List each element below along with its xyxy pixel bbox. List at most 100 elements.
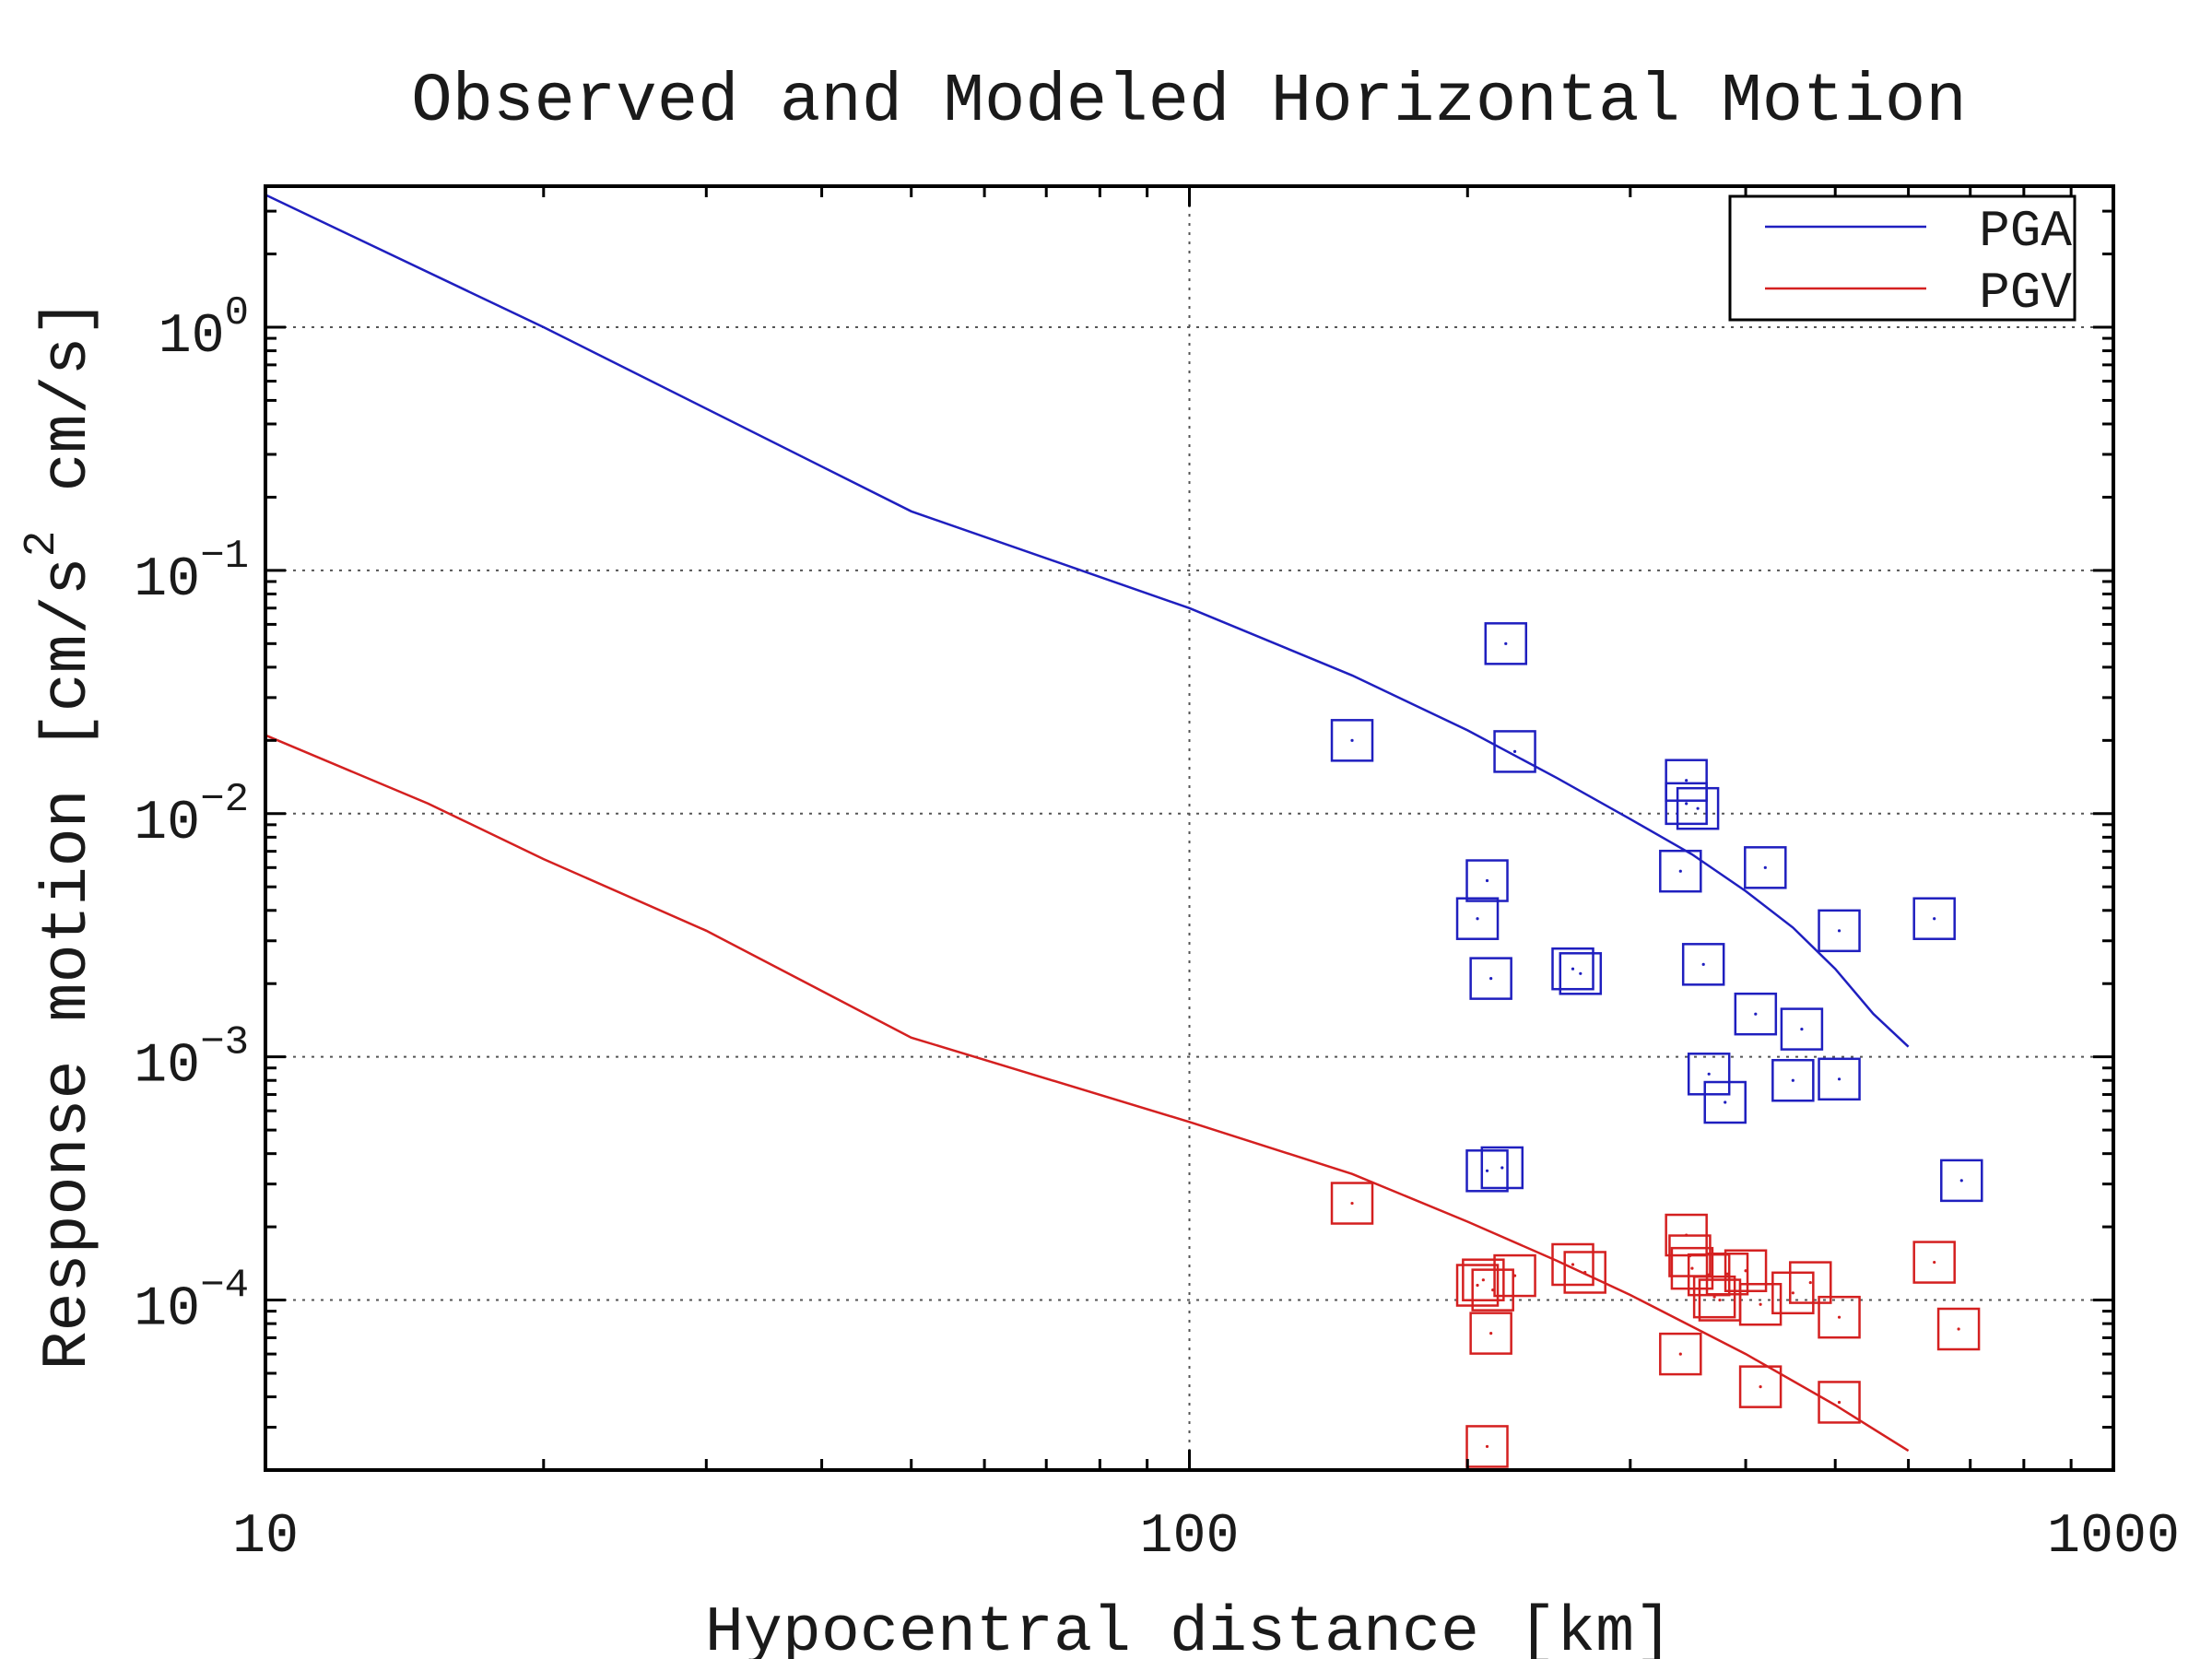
pga-observed-point — [1780, 1007, 1824, 1051]
pgv-observed-point — [1670, 1246, 1714, 1290]
series-layer — [265, 194, 1983, 1468]
pga-observed-center — [1707, 1072, 1711, 1076]
pga-observed-point — [1734, 992, 1778, 1036]
legend-box — [1728, 194, 2077, 322]
pgv-observed-center — [1957, 1327, 1960, 1331]
pga-observed-center — [1696, 806, 1700, 810]
pga-observed-point — [1771, 1058, 1815, 1102]
pgv-observed-center — [1476, 1283, 1479, 1288]
pgv-observed-point — [1493, 1253, 1536, 1298]
pga-observed-center — [1500, 1166, 1504, 1170]
pga-observed-point — [1559, 952, 1603, 995]
pgv-observed-point — [1462, 1258, 1505, 1301]
legend: PGA PGV — [1728, 194, 2077, 323]
pgv-observed-center — [1718, 1298, 1722, 1302]
pga-observed-center — [1579, 971, 1583, 975]
pga-observed-point — [1455, 897, 1500, 940]
axis-ticks — [264, 186, 2115, 1472]
pgv-observed-point — [1692, 1275, 1736, 1319]
pga-observed-center — [1350, 738, 1354, 742]
y-tick-exponent: −2 — [200, 777, 249, 823]
x-tick-labels: 10 100 1000 — [232, 1506, 2180, 1569]
y-tick-base: 10 — [159, 306, 225, 369]
chart-title: Observed and Modeled Horizontal Motion — [411, 64, 1966, 141]
y-tick-exponent: 0 — [225, 290, 249, 336]
pga-observed-center — [1791, 1078, 1794, 1082]
pga-observed-point — [1469, 957, 1512, 1000]
pgv-observed-point — [1936, 1307, 1981, 1351]
pgv-observed-center — [1583, 1270, 1587, 1275]
pga-observed-center — [1476, 917, 1479, 921]
pgv-observed-center — [1571, 1263, 1575, 1266]
pga-observed-center — [1724, 1100, 1727, 1104]
pga-model-line — [265, 194, 1910, 1048]
pga-observed-center — [1489, 977, 1493, 981]
pga-observed-point — [1665, 782, 1708, 826]
grid — [265, 186, 2113, 1470]
pga-observed-center — [1485, 1169, 1489, 1172]
pga-observed-center — [1485, 878, 1489, 883]
pga-observed-point — [1681, 943, 1725, 986]
pga-observed-center — [1837, 929, 1841, 933]
pgv-observed-center — [1837, 1315, 1841, 1319]
pgv-observed-point — [1738, 1282, 1783, 1326]
pga-observed-center — [1571, 967, 1575, 971]
x-tick-label: 10 — [232, 1506, 299, 1569]
pgv-observed-center — [1489, 1332, 1493, 1335]
pgv-observed-center — [1678, 1352, 1682, 1356]
pga-observed-point — [1465, 1149, 1509, 1193]
legend-label-pga: PGA — [1979, 202, 2072, 261]
pgv-observed-center — [1933, 1260, 1936, 1265]
pgv-observed-center — [1808, 1280, 1812, 1285]
pga-observed-center — [1512, 749, 1517, 754]
pga-observed-point — [1940, 1159, 1983, 1203]
y-tick-exponent: −3 — [200, 1020, 249, 1066]
pgv-observed-point — [1724, 1249, 1768, 1292]
pgv-observed-point — [1563, 1251, 1606, 1294]
pga-observed-center — [1701, 962, 1705, 966]
x-tick-label: 1000 — [2047, 1506, 2180, 1569]
pga-observed-point — [1676, 786, 1720, 830]
pgv-observed-point — [1738, 1365, 1783, 1408]
pga-observed-center — [1754, 1012, 1758, 1016]
pga-observed-point — [1665, 759, 1708, 802]
y-axis-label-main: Response motion [cm/s — [32, 557, 105, 1370]
pgv-observed-center — [1512, 1274, 1517, 1277]
pga-observed-point — [1818, 1057, 1861, 1101]
pgv-observed-center — [1837, 1400, 1841, 1405]
pga-observed-point — [1484, 622, 1528, 665]
pgv-observed-point — [1469, 1312, 1512, 1355]
y-tick-label: 10−3 — [134, 1020, 249, 1099]
pgv-observed-point — [1659, 1332, 1702, 1376]
pgv-observed-point — [1330, 1182, 1374, 1225]
pgv-observed-point — [1771, 1271, 1815, 1315]
pga-observed-point — [1744, 846, 1787, 889]
pga-observed-point — [1659, 849, 1702, 893]
pgv-observed-center — [1759, 1302, 1762, 1306]
pgv-observed-point — [1465, 1425, 1509, 1468]
pgv-observed-point — [1455, 1264, 1500, 1307]
pga-observed-point — [1818, 909, 1861, 953]
pga-observed-center — [1504, 641, 1508, 645]
pga-observed-center — [1685, 802, 1688, 806]
legend-label-pgv: PGV — [1979, 264, 2072, 323]
pga-observed-point — [1912, 897, 1956, 940]
pga-observed-center — [1678, 869, 1682, 873]
pgv-observed-point — [1551, 1242, 1594, 1287]
plot-frame — [264, 184, 2115, 1472]
pgv-observed-center — [1759, 1385, 1762, 1389]
pgv-observed-center — [1481, 1278, 1485, 1282]
y-tick-label: 10−2 — [134, 777, 249, 855]
pga-observed-point — [1551, 947, 1594, 991]
pga-observed-center — [1685, 779, 1688, 782]
x-tick-label: 100 — [1139, 1506, 1239, 1569]
y-tick-exponent: −1 — [200, 534, 249, 580]
y-axis-label-unit: cm/s] — [32, 298, 105, 530]
pgv-observed-point — [1789, 1261, 1832, 1304]
pga-observed-point — [1687, 1053, 1731, 1096]
pgv-observed-point — [1471, 1268, 1514, 1312]
pga-observed-center — [1837, 1077, 1841, 1081]
pgv-observed-point — [1818, 1381, 1861, 1424]
y-tick-label: 10−4 — [134, 1264, 249, 1342]
